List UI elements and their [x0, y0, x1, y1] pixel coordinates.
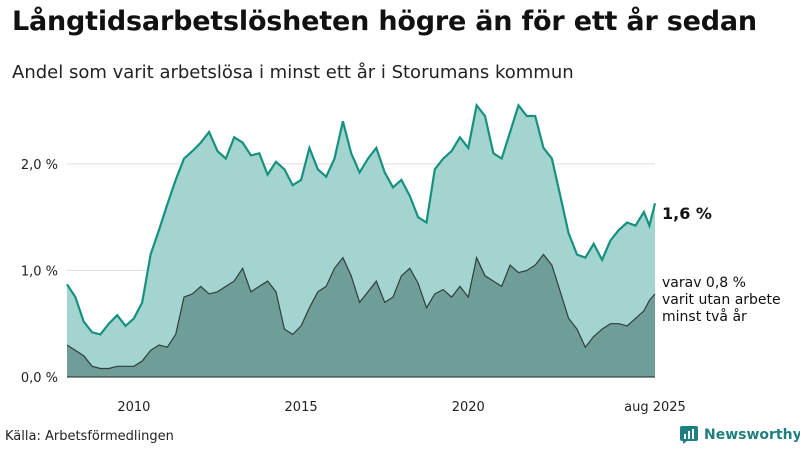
- x-tick-label: aug 2025: [624, 400, 686, 415]
- annotation-two-years-line1: varav 0,8 %: [662, 275, 746, 291]
- y-tick-label: 1,0 %: [21, 264, 58, 279]
- x-tick-label: 2015: [285, 400, 318, 415]
- x-tick-label: 2020: [452, 400, 485, 415]
- annotation-two-years-line2: varit utan arbete: [662, 292, 781, 308]
- source-note: Källa: Arbetsförmedlingen: [5, 429, 174, 444]
- chart-subtitle: Andel som varit arbetslösa i minst ett å…: [12, 62, 574, 83]
- y-tick-labels: 0,0 % 1,0 % 2,0 %: [21, 158, 58, 386]
- y-tick-label: 2,0 %: [21, 158, 58, 173]
- y-tick-label: 0,0 %: [21, 371, 58, 386]
- brand-name: Newsworthy: [704, 427, 800, 443]
- x-tick-labels: 2010 2015 2020 aug 2025: [117, 400, 686, 415]
- line-total: [66, 102, 657, 336]
- annotation-two-years-line3: minst två år: [662, 308, 747, 325]
- x-tick-label: 2010: [117, 400, 150, 415]
- area-two-years: [67, 254, 655, 377]
- chart-title: Långtidsarbetslösheten högre än för ett …: [12, 6, 757, 37]
- brand-logo: Newsworthy: [680, 426, 800, 444]
- line-two-years: [66, 253, 656, 370]
- newsworthy-logo-icon: [680, 426, 698, 444]
- annotation-total-value: 1,6 %: [662, 204, 712, 223]
